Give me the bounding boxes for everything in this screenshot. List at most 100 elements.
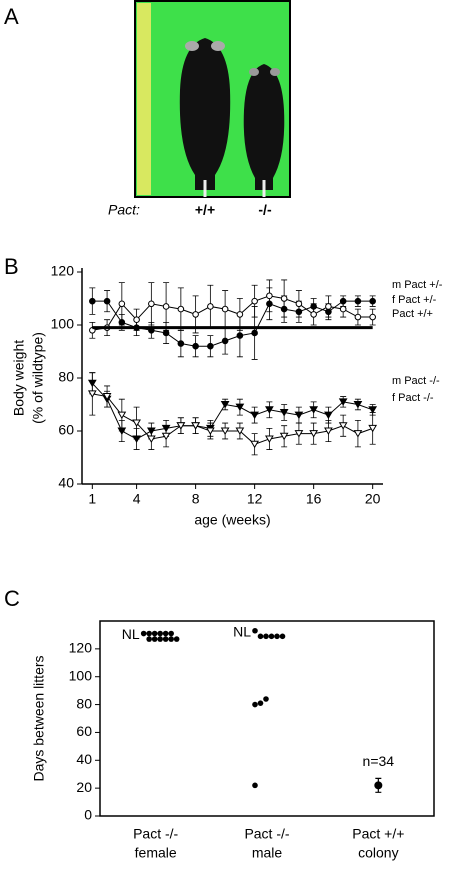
- y-tick-label: 20: [76, 779, 92, 795]
- y-tick-label: 60: [58, 422, 74, 438]
- y-tick-label: 60: [76, 723, 92, 739]
- data-point: [257, 633, 264, 640]
- data-point: [266, 292, 273, 300]
- data-point: [250, 411, 260, 420]
- data-point: [353, 401, 363, 409]
- genotype-label: Pact:: [108, 202, 140, 218]
- data-point: [274, 633, 280, 640]
- data-point: [205, 427, 215, 435]
- data-point: [118, 300, 126, 308]
- plot-frame: [99, 620, 435, 817]
- data-point: [146, 435, 156, 443]
- data-point: [265, 435, 274, 443]
- y-tick-label: 120: [51, 263, 75, 279]
- data-point: [177, 340, 185, 347]
- group-label: n=34: [363, 753, 395, 769]
- data-point: [280, 295, 288, 302]
- data-point: [250, 440, 260, 449]
- y-tick-label: 100: [51, 316, 75, 332]
- data-point: [338, 422, 348, 430]
- data-point: [354, 297, 362, 305]
- y-axis-label: Days between litters: [31, 655, 47, 781]
- data-point: [294, 430, 304, 438]
- data-point: [177, 305, 185, 313]
- y-tick-label: 0: [84, 807, 92, 823]
- data-point: [354, 313, 362, 321]
- data-point: [235, 403, 245, 412]
- data-point: [324, 427, 333, 435]
- data-point: [294, 411, 304, 420]
- panel-label: B: [4, 254, 19, 279]
- data-point: [132, 419, 141, 428]
- data-point: [157, 636, 163, 642]
- data-point: [176, 422, 186, 430]
- data-point: [151, 630, 158, 637]
- data-point: [279, 408, 289, 417]
- panel-label: C: [4, 586, 20, 611]
- legend-label: f Pact +/-: [392, 294, 437, 306]
- y-tick-label: 100: [69, 667, 93, 683]
- photo: [134, 0, 291, 198]
- data-point: [148, 300, 155, 308]
- data-point: [368, 406, 378, 414]
- x-tick-label: 20: [365, 491, 381, 507]
- data-point: [251, 329, 258, 337]
- data-point: [339, 305, 347, 313]
- data-point: [207, 303, 214, 310]
- data-point-mean: [374, 781, 383, 790]
- data-point: [220, 401, 230, 409]
- data-point: [168, 636, 174, 642]
- data-point: [192, 311, 199, 318]
- group-label: NL: [122, 626, 140, 642]
- data-point: [369, 297, 376, 305]
- data-point: [151, 636, 158, 642]
- panel-label: A: [4, 4, 19, 29]
- data-point: [236, 332, 244, 339]
- genotype: +/+: [195, 202, 215, 218]
- data-point: [89, 297, 96, 305]
- x-tick-label: 1: [88, 491, 96, 507]
- data-point: [369, 313, 376, 321]
- data-point: [133, 316, 140, 324]
- x-tick-label: 4: [133, 491, 141, 507]
- y-tick-label: 40: [76, 751, 92, 767]
- data-point: [173, 636, 180, 642]
- data-point: [252, 782, 258, 789]
- data-point: [140, 630, 147, 637]
- group-label: NL: [233, 623, 251, 639]
- legend-label: f Pact -/-: [392, 392, 434, 404]
- data-point: [161, 432, 171, 441]
- x-tick-label: Pact -/-: [244, 826, 289, 842]
- data-point: [338, 398, 348, 406]
- data-point: [324, 411, 333, 420]
- data-point: [295, 300, 303, 308]
- x-tick-label: colony: [358, 845, 398, 861]
- x-tick-label: Pact +/+: [352, 826, 404, 842]
- data-point: [252, 627, 258, 634]
- legend-label: Pact +/+: [392, 308, 433, 320]
- data-point: [157, 630, 163, 637]
- data-point: [162, 303, 170, 310]
- data-point: [368, 424, 378, 433]
- data-point: [207, 342, 214, 350]
- series-line: [92, 393, 373, 445]
- data-point: [252, 701, 258, 708]
- x-tick-label: female: [135, 845, 177, 861]
- y-tick-label: 80: [76, 695, 92, 711]
- x-axis-label: age (weeks): [194, 512, 270, 528]
- data-point: [221, 305, 229, 313]
- data-point: [353, 430, 363, 438]
- data-point: [117, 411, 127, 420]
- data-point: [257, 700, 264, 706]
- data-point: [263, 696, 269, 702]
- data-point: [162, 329, 170, 337]
- data-point: [309, 430, 319, 438]
- data-point: [265, 406, 274, 414]
- x-tick-label: Pact -/-: [133, 826, 178, 842]
- x-tick-label: 12: [247, 491, 263, 507]
- data-point: [221, 337, 229, 345]
- data-point: [220, 427, 230, 435]
- y-tick-label: 40: [58, 475, 74, 491]
- data-point: [235, 427, 245, 435]
- data-point: [310, 311, 317, 318]
